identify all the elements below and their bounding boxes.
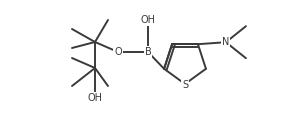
- Text: OH: OH: [140, 15, 156, 25]
- Text: N: N: [222, 37, 230, 47]
- Text: B: B: [145, 47, 151, 57]
- Text: S: S: [182, 80, 188, 90]
- Text: OH: OH: [88, 93, 102, 103]
- Text: O: O: [114, 47, 122, 57]
